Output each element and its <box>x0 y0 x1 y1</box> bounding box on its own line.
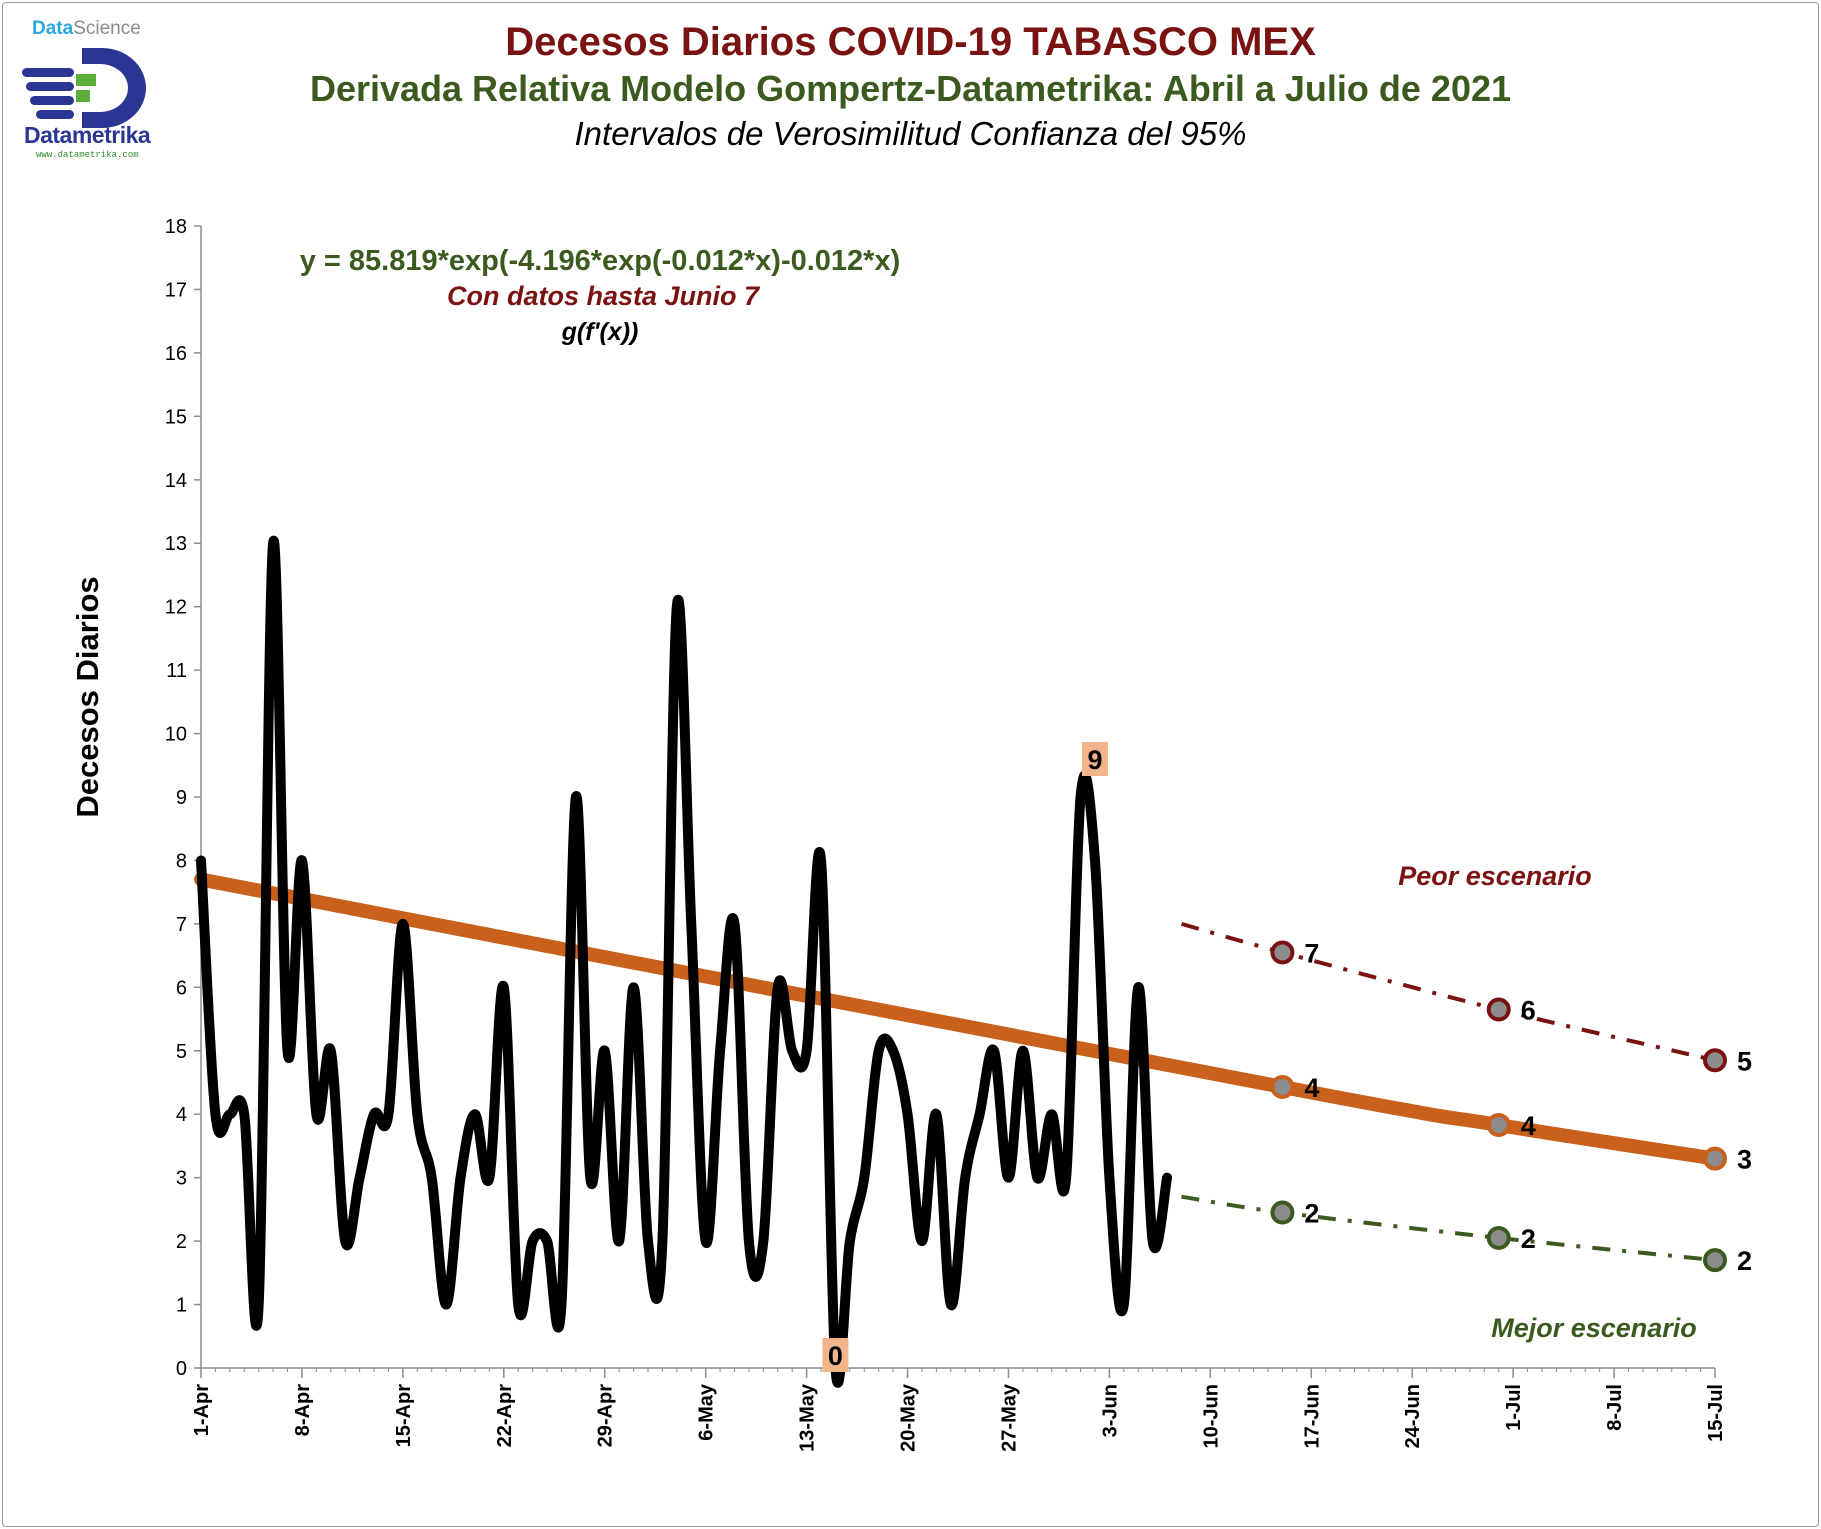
trend-marker <box>1486 1113 1511 1138</box>
best-scenario-value-label: 2 <box>1304 1199 1319 1229</box>
min-value-label: 0 <box>828 1341 843 1371</box>
x-tick-label: 29-Apr <box>595 1384 617 1448</box>
y-tick-label: 4 <box>176 1104 187 1126</box>
x-tick-label: 8-Apr <box>292 1384 314 1436</box>
x-tick-label: 6-May <box>696 1383 718 1441</box>
y-tick-label: 10 <box>165 724 187 746</box>
trend-line <box>194 872 1722 1166</box>
x-tick-label: 15-Apr <box>393 1384 415 1448</box>
y-tick-label: 7 <box>176 914 187 936</box>
trend-value-label: 4 <box>1304 1073 1319 1103</box>
y-tick-label: 12 <box>165 597 187 619</box>
x-tick-label: 10-Jun <box>1200 1384 1222 1448</box>
trend-value-label: 4 <box>1521 1111 1536 1141</box>
equation-annotation: y = 85.819*exp(-4.196*exp(-0.012*x)-0.01… <box>300 245 901 277</box>
min-value-label-box <box>822 1338 849 1372</box>
y-tick-label: 15 <box>165 406 187 428</box>
y-axis-title: Decesos Diarios <box>70 576 105 817</box>
best-scenario-marker <box>1270 1200 1295 1225</box>
x-tick-label: 1-Apr <box>191 1384 213 1436</box>
observed-deaths-line <box>196 535 1173 1388</box>
trend-value-label: 3 <box>1737 1145 1752 1175</box>
worst-scenario-value-label: 5 <box>1737 1046 1752 1076</box>
logo-d-icon <box>22 48 146 128</box>
worst-scenario-marker <box>1270 940 1295 965</box>
worst-scenario-value-label: 7 <box>1304 938 1319 968</box>
best-scenario-marker <box>1703 1248 1727 1273</box>
trend-marker <box>1270 1074 1295 1099</box>
x-tick-label: 8-Jul <box>1604 1384 1626 1431</box>
y-tick-label: 14 <box>165 470 187 492</box>
y-tick-label: 17 <box>165 279 187 301</box>
y-tick-label: 18 <box>165 216 187 238</box>
y-tick-label: 5 <box>176 1041 187 1063</box>
best-scenario-marker <box>1486 1225 1511 1250</box>
logo-datascience-text: DataScience <box>32 18 141 39</box>
x-tick-label: 22-Apr <box>494 1384 516 1448</box>
y-tick-label: 13 <box>165 533 187 555</box>
x-tick-label: 20-May <box>898 1383 920 1452</box>
y-tick-label: 0 <box>176 1358 187 1380</box>
x-tick-label: 15-Jul <box>1705 1384 1727 1442</box>
x-tick-label: 1-Jul <box>1503 1384 1525 1431</box>
best-scenario-value-label: 2 <box>1521 1224 1536 1254</box>
x-tick-label: 24-Jun <box>1402 1384 1424 1448</box>
chart-note: Intervalos de Verosimilitud Confianza de… <box>574 115 1247 152</box>
best-scenario-line <box>1181 1194 1716 1263</box>
chart-titles: Decesos Diarios COVID-19 TABASCO MEX Der… <box>0 18 1821 156</box>
y-tick-label: 9 <box>176 787 187 809</box>
datametrika-logo: DataScience Datametrika www.datametrika.… <box>20 18 170 166</box>
x-tick-label: 13-May <box>797 1383 819 1452</box>
worst-scenario-marker <box>1486 997 1511 1022</box>
logo-url-text: www.datametrika.com <box>36 150 139 160</box>
trend-marker <box>1703 1146 1727 1171</box>
function-note-annotation: g(f'(x)) <box>561 318 639 346</box>
worst-scenario-line <box>1180 921 1716 1063</box>
x-tick-label: 27-May <box>998 1383 1020 1452</box>
best-scenario-value-label: 2 <box>1737 1246 1752 1276</box>
max-value-label-box <box>1081 742 1108 776</box>
chart-title: Decesos Diarios COVID-19 TABASCO MEX <box>505 20 1316 64</box>
y-tick-label: 8 <box>176 850 187 872</box>
x-tick-label: 3-Jun <box>1099 1384 1121 1437</box>
y-tick-label: 2 <box>176 1231 187 1253</box>
y-tick-label: 16 <box>165 343 187 365</box>
worst-scenario-marker <box>1703 1048 1727 1073</box>
best-scenario-label: Mejor escenario <box>1491 1313 1697 1343</box>
logo-brand-text: Datametrika <box>24 122 151 148</box>
chart-subtitle: Derivada Relativa Modelo Gompertz-Datame… <box>309 68 1512 109</box>
y-tick-label: 6 <box>176 977 187 999</box>
y-tick-label: 1 <box>176 1295 187 1317</box>
worst-scenario-value-label: 6 <box>1521 996 1536 1026</box>
x-tick-label: 17-Jun <box>1301 1384 1323 1448</box>
y-tick-label: 11 <box>166 660 187 682</box>
worst-scenario-label: Peor escenario <box>1398 861 1592 891</box>
data-note-annotation: Con datos hasta Junio 7 <box>447 281 761 311</box>
y-tick-label: 3 <box>176 1168 187 1190</box>
max-value-label: 9 <box>1087 745 1102 775</box>
